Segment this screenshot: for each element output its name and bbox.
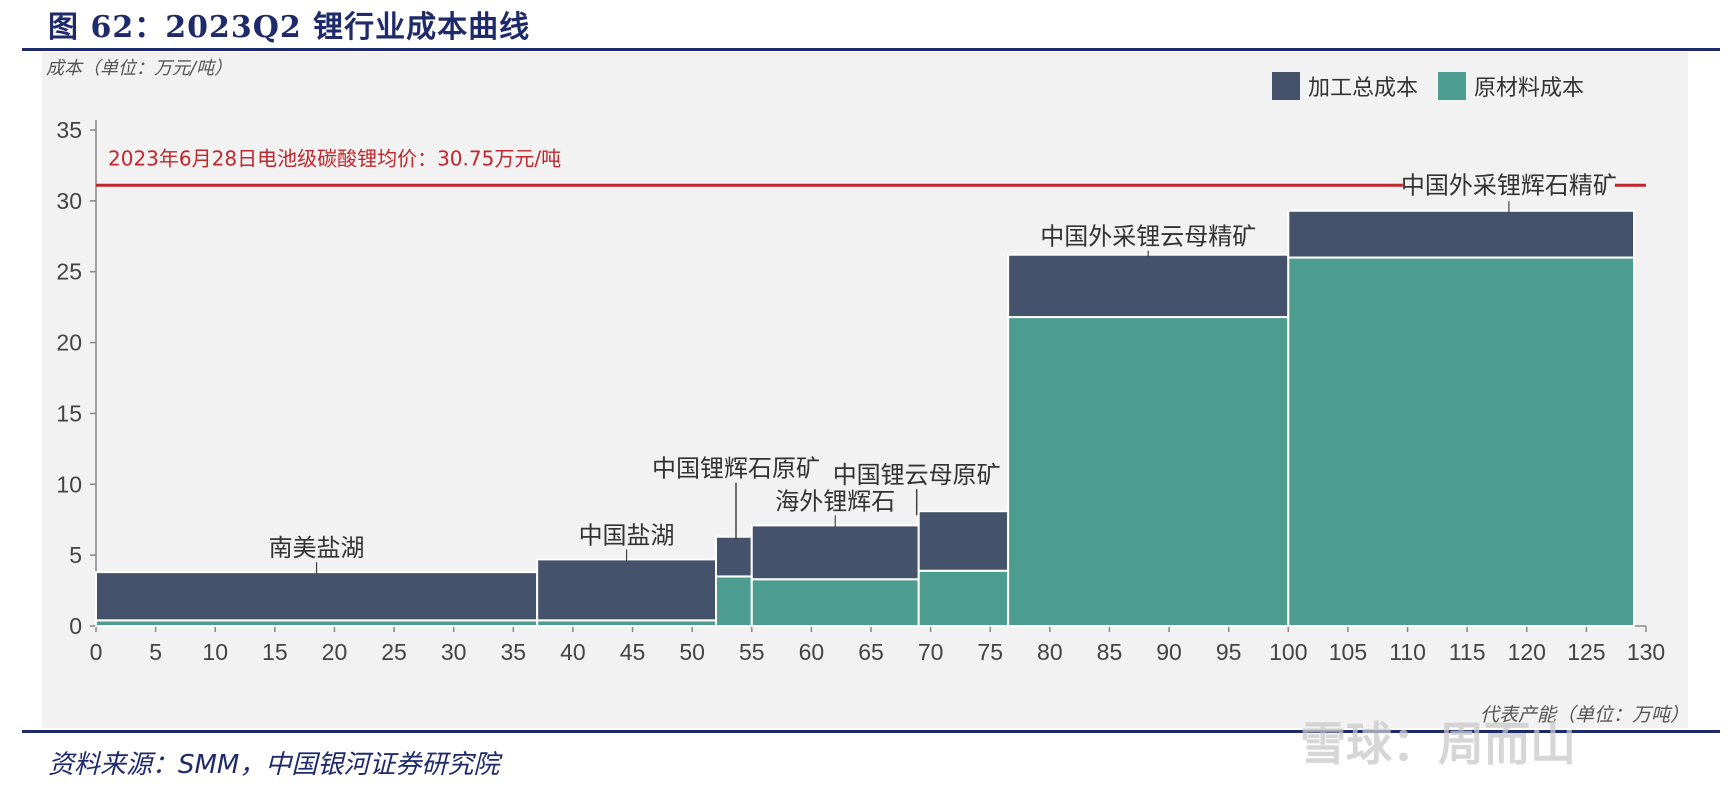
x-tick-label: 100: [1269, 639, 1307, 665]
x-tick-label: 80: [1037, 639, 1063, 665]
raw-material-bar: [715, 575, 753, 628]
y-tick-label: 0: [69, 613, 82, 639]
x-tick-label: 65: [858, 639, 884, 665]
segment-label: 南美盐湖: [269, 534, 365, 562]
x-tick-label: 85: [1097, 639, 1123, 665]
segment-label: 中国外采锂辉石精矿: [1401, 171, 1617, 199]
x-tick-label: 55: [739, 639, 765, 665]
processing-cost-bar: [715, 535, 753, 578]
segment-label: 中国外采锂云母精矿: [1040, 223, 1256, 251]
x-tick-label: 20: [322, 639, 348, 665]
segment-label: 中国盐湖: [579, 521, 675, 549]
x-tick-label: 105: [1329, 639, 1367, 665]
processing-cost-bar: [1007, 253, 1290, 319]
x-tick-label: 45: [620, 639, 646, 665]
x-tick-label: 70: [918, 639, 944, 665]
figure-title: 图 62：2023Q2 锂行业成本曲线: [48, 10, 531, 45]
y-tick-label: 20: [56, 330, 82, 356]
raw-material-bar: [750, 578, 920, 628]
processing-cost-bar: [536, 558, 718, 622]
bottom-rule: [22, 730, 1720, 733]
watermark: 雪球：周而山: [1300, 717, 1576, 771]
y-tick-label: 5: [69, 542, 82, 568]
x-tick-label: 130: [1627, 639, 1665, 665]
segment-label: 中国锂云母原矿: [833, 461, 1001, 489]
x-tick-label: 75: [977, 639, 1003, 665]
x-tick-label: 0: [90, 639, 103, 665]
legend-swatch-processing: [1272, 72, 1300, 100]
y-tick-label: 25: [56, 259, 82, 285]
x-tick-label: 115: [1449, 639, 1486, 665]
x-tick-label: 50: [679, 639, 705, 665]
x-tick-label: 125: [1567, 639, 1605, 665]
y-axis-label: 成本（单位：万元/吨）: [46, 58, 233, 79]
raw-material-bar: [917, 569, 1010, 628]
processing-cost-bar: [917, 510, 1010, 572]
processing-cost-bar: [750, 524, 920, 581]
top-rule: [22, 48, 1720, 51]
legend-item-raw-material: 原材料成本: [1438, 70, 1584, 102]
x-tick-label: 120: [1508, 639, 1546, 665]
segment-label: 中国锂辉石原矿: [652, 455, 820, 483]
x-tick-label: 110: [1389, 639, 1426, 665]
processing-cost-bar: [95, 571, 539, 622]
legend-item-processing: 加工总成本: [1272, 70, 1418, 102]
legend-label-processing: 加工总成本: [1308, 76, 1419, 101]
y-tick-label: 35: [56, 117, 82, 143]
segment-label-bg: [1402, 169, 1615, 202]
legend-swatch-raw-material: [1438, 72, 1467, 100]
y-tick-label: 15: [56, 400, 82, 426]
x-tick-label: 90: [1156, 639, 1182, 665]
source-note: 资料来源：SMM，中国银河证券研究院: [48, 750, 500, 780]
x-tick-label: 60: [799, 639, 825, 665]
x-tick-label: 5: [149, 639, 162, 665]
raw-material-bar: [1007, 316, 1290, 627]
x-tick-label: 30: [441, 639, 467, 665]
x-tick-label: 35: [501, 639, 527, 665]
legend: 加工总成本 原材料成本: [1272, 70, 1604, 102]
x-tick-label: 25: [381, 639, 407, 665]
x-axis-label: 代表产能（单位：万吨）: [1480, 704, 1690, 726]
raw-material-bar: [1287, 256, 1636, 627]
x-tick-label: 10: [202, 639, 228, 665]
processing-cost-bar: [1287, 209, 1636, 259]
legend-label-raw-material: 原材料成本: [1474, 76, 1585, 101]
segment-label: 海外锂辉石: [775, 487, 895, 515]
x-tick-label: 95: [1216, 639, 1242, 665]
y-tick-label: 10: [56, 471, 82, 497]
x-tick-label: 15: [262, 639, 288, 665]
x-tick-label: 40: [560, 639, 586, 665]
y-tick-label: 30: [56, 188, 82, 214]
reference-price-label: 2023年6月28日电池级碳酸锂均价：30.75万元/吨: [108, 146, 561, 170]
